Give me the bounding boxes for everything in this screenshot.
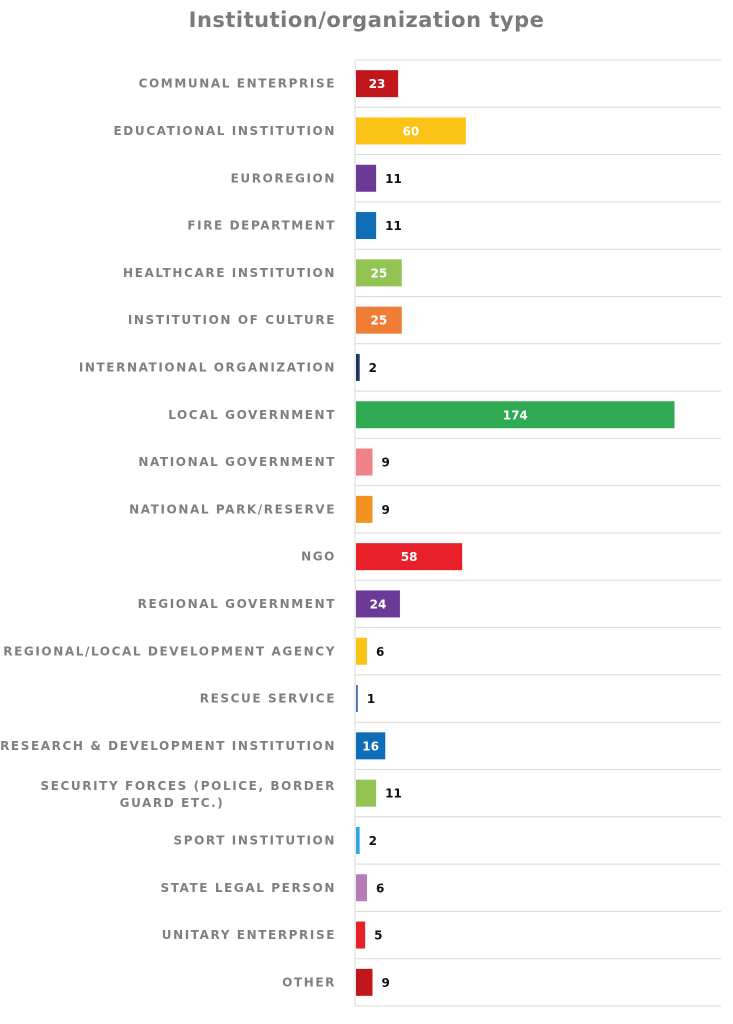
bar-13 <box>356 637 367 665</box>
bar-3 <box>356 164 377 192</box>
value-label: 174 <box>503 408 528 422</box>
category-label: NGO <box>301 550 336 564</box>
value-labels: 23 60 11 11 25 25 2 174 9 9 58 24 6 1 16 11 2 6 5 9 <box>362 77 527 990</box>
category-label: OTHER <box>282 975 336 989</box>
value-label: 24 <box>370 597 387 611</box>
value-label: 1 <box>367 692 375 706</box>
chart-title: Institution/organization type <box>188 8 545 32</box>
category-label: REGIONAL GOVERNMENT <box>138 597 336 611</box>
value-label: 23 <box>369 77 386 91</box>
bar-19 <box>356 921 366 949</box>
category-label: SPORT INSTITUTION <box>173 833 336 847</box>
category-label: NATIONAL GOVERNMENT <box>138 455 336 469</box>
value-label: 11 <box>385 172 402 186</box>
bar-18 <box>356 874 367 902</box>
bar-7 <box>356 353 360 381</box>
category-label: FIRE DEPARTMENT <box>187 219 336 233</box>
category-label: INTERNATIONAL ORGANIZATION <box>79 360 336 374</box>
category-label: NATIONAL PARK/RESERVE <box>129 502 336 516</box>
row-gridlines <box>355 59 721 1007</box>
category-label: RESEARCH & DEVELOPMENT INSTITUTION <box>0 739 336 753</box>
bars-group <box>356 70 675 996</box>
category-label: SECURITY FORCES (POLICE, BORDER GUARD ETC… <box>40 779 336 810</box>
category-label: LOCAL GOVERNMENT <box>168 408 336 422</box>
bar-16 <box>356 779 377 807</box>
bar-4 <box>356 212 377 240</box>
value-label: 6 <box>376 645 384 659</box>
category-label: STATE LEGAL PERSON <box>160 881 336 895</box>
value-label: 60 <box>403 124 420 138</box>
bar-15 <box>356 732 386 760</box>
value-label: 25 <box>371 314 388 328</box>
bar-5 <box>356 259 402 287</box>
category-label: EDUCATIONAL INSTITUTION <box>114 124 337 138</box>
value-label: 16 <box>362 739 379 753</box>
category-labels: COMMUNAL ENTERPRISE EDUCATIONAL INSTITUTI… <box>0 77 337 990</box>
category-label: UNITARY ENTERPRISE <box>162 928 336 942</box>
category-label: EUROREGION <box>231 171 336 185</box>
value-label: 11 <box>385 787 402 801</box>
value-label: 11 <box>385 219 402 233</box>
bar-6 <box>356 306 402 334</box>
bar-12 <box>356 590 400 618</box>
bar-20 <box>356 968 373 996</box>
bar-14 <box>356 685 358 713</box>
bar-9 <box>356 448 373 476</box>
value-label: 9 <box>381 503 389 517</box>
value-label: 58 <box>401 550 418 564</box>
value-label: 25 <box>371 266 388 280</box>
value-label: 9 <box>381 976 389 990</box>
category-label: REGIONAL/LOCAL DEVELOPMENT AGENCY <box>3 644 336 658</box>
value-label: 6 <box>376 881 384 895</box>
category-label: INSTITUTION OF CULTURE <box>128 313 336 327</box>
bar-1 <box>356 70 399 98</box>
category-label: COMMUNAL ENTERPRISE <box>139 77 336 91</box>
bar-10 <box>356 495 373 523</box>
bar-2 <box>356 117 466 145</box>
category-label: RESCUE SERVICE <box>200 692 336 706</box>
value-label: 2 <box>369 834 377 848</box>
value-label: 9 <box>381 456 389 470</box>
bar-8 <box>356 401 675 429</box>
category-label: HEALTHCARE INSTITUTION <box>123 266 336 280</box>
bar-17 <box>356 826 360 854</box>
value-label: 2 <box>369 361 377 375</box>
value-label: 5 <box>374 929 382 943</box>
bar-11 <box>356 543 463 571</box>
